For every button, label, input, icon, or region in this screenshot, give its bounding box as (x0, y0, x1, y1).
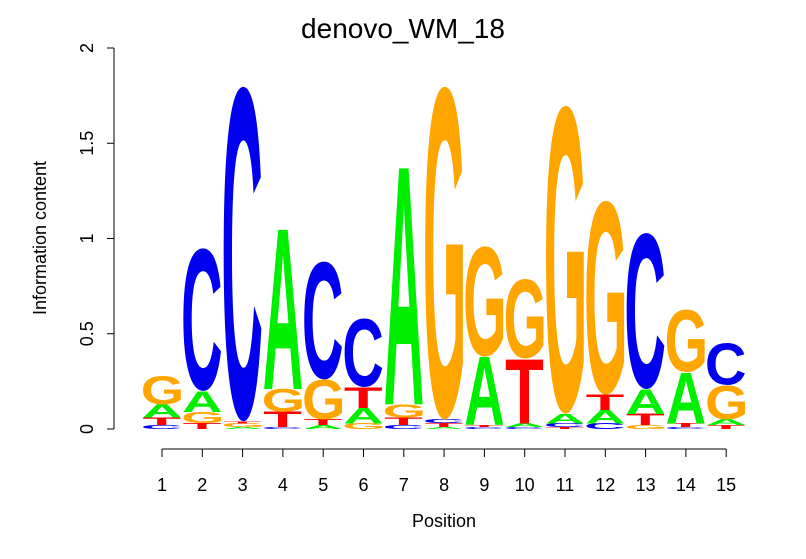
x-tick-label: 6 (358, 475, 368, 495)
logo-letter-a: A (343, 404, 383, 428)
logo-letter-a: A (182, 385, 222, 418)
logo-letter-c: C (302, 228, 344, 414)
x-tick-label: 13 (636, 475, 656, 495)
logo-letter-g: G (705, 376, 748, 430)
x-tick-label: 2 (197, 475, 207, 495)
logo-letter-g: G (262, 383, 305, 419)
logo-letter-g: G (302, 368, 345, 431)
x-axis-label: Position (412, 511, 476, 531)
logo-letter-a: A (464, 337, 504, 446)
y-tick-label: 1.5 (77, 131, 97, 156)
y-tick-label: 1 (77, 233, 97, 243)
logo-letter-a: A (303, 424, 343, 430)
y-tick-label: 2 (77, 43, 97, 53)
x-tick-label: 7 (399, 475, 409, 495)
logo-letter-g: G (665, 291, 708, 390)
logo-letter-c: C (503, 427, 545, 430)
logo-letter-g: G (624, 424, 667, 430)
x-tick-label: 9 (479, 475, 489, 495)
logo-letter-a: A (585, 406, 625, 427)
x-tick-label: 10 (515, 475, 535, 495)
logo-letter-t: T (545, 427, 584, 430)
logo-letter-t: T (586, 391, 625, 415)
logo-letter-g: G (503, 255, 546, 382)
logo-letter-c: C (423, 418, 465, 424)
logo-letter-c: C (584, 422, 626, 431)
logo-letter-t: T (424, 422, 463, 428)
x-tick-label: 15 (716, 475, 736, 495)
logo-letter-t: T (465, 425, 504, 428)
x-axis: 1 2 3 4 5 6 7 8 9 10 11 12 13 14 15 (157, 448, 736, 495)
logo-letter-g: G (342, 422, 385, 431)
x-tick-label: 11 (556, 475, 575, 495)
x-tick-label: 5 (318, 475, 328, 495)
logo-letter-g: G (141, 368, 184, 413)
logo-letter-g: G (383, 400, 426, 421)
logo-letter-c: C (181, 208, 223, 432)
logo-letter-c: C (705, 332, 747, 398)
logo-letter-t: T (223, 421, 262, 424)
logo-letter-t: T (384, 415, 423, 427)
logo-letter-g: G (181, 409, 224, 427)
logo-letter-a: A (222, 427, 262, 430)
logo-letter-c: C (382, 424, 424, 430)
logo-letter-a: A (706, 418, 746, 427)
logo-letter-t: T (304, 418, 343, 427)
logo-letter-t: T (142, 415, 181, 427)
logo-letter-t: T (626, 410, 665, 428)
logo-letter-c: C (665, 427, 707, 430)
logo-letter-t: T (263, 408, 302, 432)
chart-title: denovo_WM_18 (301, 13, 505, 44)
x-tick-label: 8 (439, 475, 449, 495)
x-tick-label: 1 (157, 475, 167, 495)
logo-letter-t: T (707, 424, 746, 430)
x-tick-label: 3 (238, 475, 248, 495)
logo-letter-a: A (263, 180, 303, 438)
logo-letter-a: A (545, 411, 585, 426)
logo-letter-a: A (505, 422, 545, 428)
y-axis-label: Information content (30, 161, 50, 315)
logo-letter-g: G (423, 0, 466, 514)
logo-letter-g: G (544, 15, 587, 502)
logo-letter-c: C (624, 188, 666, 434)
logo-letter-a: A (666, 357, 706, 439)
y-tick-label: 0.5 (77, 321, 97, 346)
logo-letter-c: C (141, 424, 183, 430)
logo-letter-a: A (384, 96, 424, 478)
logo-letter-c: C (262, 427, 304, 430)
logo-letter-c: C (342, 299, 384, 407)
logo-letter-c: C (544, 422, 586, 428)
logo-letter-g: G (463, 214, 506, 388)
x-tick-label: 14 (676, 475, 696, 495)
x-tick-label: 4 (278, 475, 288, 495)
logo-letter-t: T (505, 339, 544, 443)
logo-letter-g: G (584, 144, 627, 450)
logo-letter-g: G (221, 422, 264, 428)
logo-letter-t: T (344, 381, 383, 414)
logo-letter-a: A (142, 400, 182, 421)
logo-letter-a: A (424, 427, 464, 430)
logo-letter-c: C (463, 427, 505, 430)
logo-letter-t: T (183, 422, 222, 431)
logo-letter-a: A (625, 382, 665, 421)
logo-letter-t: T (666, 422, 705, 428)
x-tick-label: 12 (595, 475, 615, 495)
logo-letter-c: C (221, 0, 263, 518)
y-axis: 0 0.5 1 1.5 2 (77, 43, 115, 434)
y-tick-label: 0 (77, 424, 97, 434)
